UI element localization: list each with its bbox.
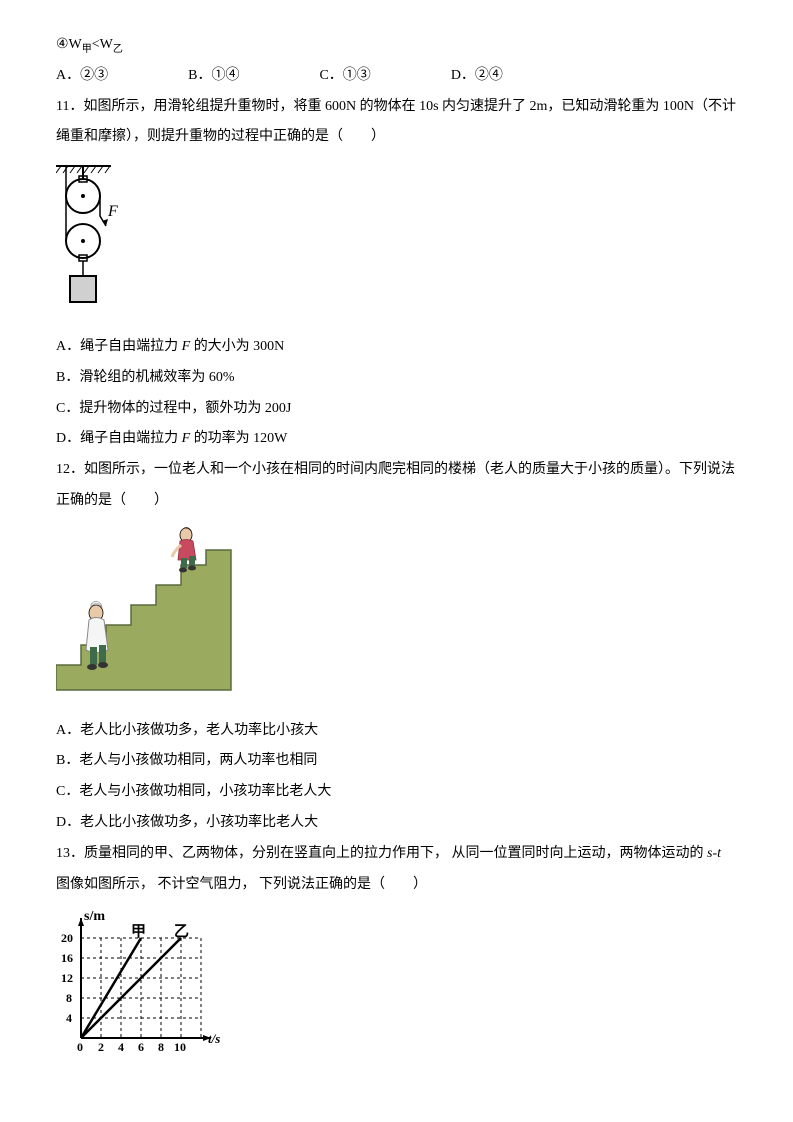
pulley-diagram: F (56, 161, 126, 311)
q12-optc: C．老人与小孩做功相同，小孩功率比老人大 (56, 777, 737, 808)
y-axis-label: s/m (84, 909, 105, 924)
svg-text:2: 2 (98, 1040, 104, 1053)
q11-optb: B．滑轮组的机械效率为 60% (56, 363, 737, 394)
force-label: F (107, 203, 118, 220)
q11-stem: 11．如图所示，用滑轮组提升重物时，将重 600N 的物体在 10s 内匀速提升… (56, 92, 737, 154)
svg-text:20: 20 (61, 931, 73, 945)
choice-c: C．①③ (319, 61, 370, 92)
svg-text:4: 4 (66, 1011, 72, 1025)
svg-text:0: 0 (77, 1040, 83, 1053)
q10-option4: ④W甲<W乙 (56, 30, 737, 61)
q11-optd: D．绳子自由端拉力 F 的功率为 120W (56, 424, 737, 455)
sub1: 甲 (82, 44, 92, 55)
svg-text:6: 6 (138, 1040, 144, 1053)
curve-a-label: 甲 (131, 923, 146, 940)
graph-diagram: s/m 甲 乙 4 8 12 16 20 0 2 4 6 8 10 t/s (56, 908, 236, 1053)
stairs-diagram (56, 525, 236, 695)
choice-a: A．②③ (56, 61, 108, 92)
sub2: 乙 (113, 44, 123, 55)
q12-stem: 12．如图所示，一位老人和一个小孩在相同的时间内爬完相同的楼梯（老人的质量大于小… (56, 455, 737, 517)
q12-opta: A．老人比小孩做功多，老人功率比小孩大 (56, 716, 737, 747)
q12-optb: B．老人与小孩做功相同，两人功率也相同 (56, 746, 737, 777)
svg-text:8: 8 (158, 1040, 164, 1053)
q12-optd: D．老人比小孩做功多，小孩功率比老人大 (56, 808, 737, 839)
choice-d: D．②④ (451, 61, 503, 92)
svg-text:12: 12 (61, 971, 73, 985)
lt-text: <W (92, 37, 113, 52)
x-axis-label: t/s (208, 1031, 220, 1046)
svg-text:8: 8 (66, 991, 72, 1005)
curve-b-label: 乙 (174, 924, 189, 940)
choice-b: B．①④ (188, 61, 239, 92)
q11-opta: A．绳子自由端拉力 F 的大小为 300N (56, 332, 737, 363)
svg-text:16: 16 (61, 951, 73, 965)
q10-choices: A．②③ B．①④ C．①③ D．②④ (56, 61, 737, 92)
q11-optc: C．提升物体的过程中，额外功为 200J (56, 394, 737, 425)
svg-text:10: 10 (174, 1040, 186, 1053)
svg-text:4: 4 (118, 1040, 124, 1053)
option4-text: ④W (56, 37, 82, 52)
q13-stem: 13．质量相同的甲、乙两物体，分别在竖直向上的拉力作用下， 从同一位置同时向上运… (56, 839, 737, 901)
